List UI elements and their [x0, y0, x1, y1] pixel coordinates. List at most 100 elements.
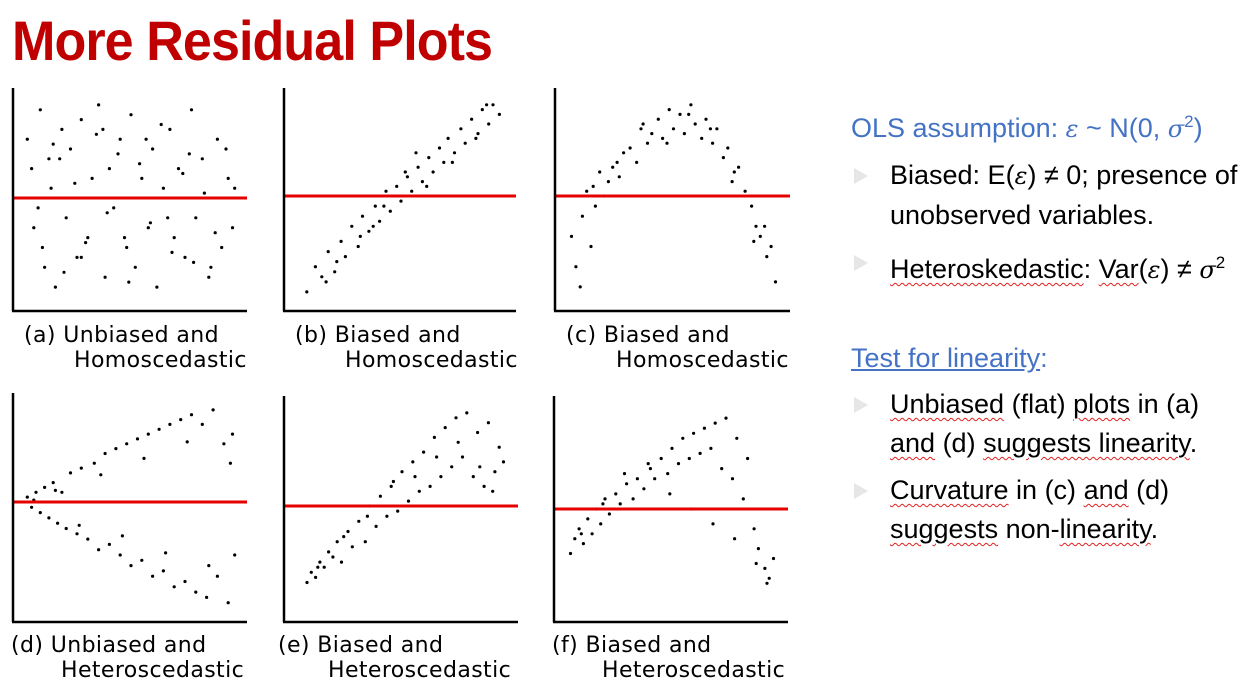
data-point — [363, 540, 367, 544]
data-point — [771, 556, 776, 561]
caption-d: (d) Unbiased and Heteroscedastic — [11, 633, 244, 683]
data-point — [224, 147, 228, 151]
data-point — [589, 244, 593, 249]
scatter-panel-b — [282, 88, 516, 313]
data-point — [661, 136, 665, 140]
data-point — [107, 167, 111, 171]
b4-w5: suggests — [890, 514, 999, 544]
data-point — [406, 499, 411, 503]
data-point — [422, 450, 426, 454]
data-point — [700, 136, 704, 140]
data-point — [667, 108, 671, 112]
data-point — [735, 436, 739, 440]
data-point — [230, 226, 235, 230]
data-point — [60, 127, 64, 131]
data-point — [168, 422, 172, 426]
data-point — [62, 270, 66, 274]
data-point — [763, 566, 767, 571]
data-point — [750, 204, 754, 208]
data-point — [754, 224, 758, 228]
data-point — [724, 416, 728, 420]
notes-panel: OLS assumption: ε ~ N(0, σ2) Biased: E(ε… — [851, 100, 1246, 557]
data-point — [580, 214, 585, 218]
data-point — [474, 136, 478, 140]
data-point — [51, 142, 55, 146]
data-point — [140, 558, 144, 562]
caption-f: (f) Biased and Heteroscedastic — [552, 633, 785, 683]
data-point — [320, 275, 324, 279]
data-point — [226, 601, 230, 605]
data-point — [733, 537, 737, 541]
data-point — [603, 497, 607, 501]
data-point — [350, 545, 354, 549]
data-point — [650, 132, 654, 136]
data-point — [127, 280, 131, 284]
data-point — [591, 184, 595, 188]
data-point — [617, 175, 621, 179]
b2-open: ( — [1138, 254, 1148, 284]
data-point — [431, 170, 435, 174]
caption-c: (c) Biased and Homoscedastic — [566, 323, 789, 373]
data-point — [396, 509, 400, 513]
caption-d-line2: Heteroscedastic — [61, 658, 245, 683]
data-point — [713, 421, 717, 425]
data-point — [478, 465, 482, 469]
b3-w2: (flat) — [1004, 389, 1074, 419]
data-point — [389, 484, 393, 488]
data-point — [133, 265, 137, 269]
data-point — [692, 431, 696, 435]
data-point — [151, 574, 155, 578]
data-point — [385, 514, 389, 518]
data-point — [670, 446, 674, 450]
data-point — [228, 461, 232, 465]
data-point — [646, 462, 650, 466]
epsilon-symbol: ε — [1147, 256, 1161, 284]
data-point — [641, 122, 645, 126]
data-point — [342, 535, 346, 539]
data-point — [416, 165, 420, 169]
test-for-linearity-link[interactable]: Test for linearity — [851, 343, 1041, 373]
data-point — [326, 250, 330, 254]
data-point — [51, 481, 55, 485]
data-point — [593, 204, 598, 208]
superscript: 2 — [1215, 253, 1226, 272]
data-point — [586, 517, 590, 521]
bullet-biased: Biased: E(ε) ≠ 0; presence of unobserved… — [851, 156, 1246, 235]
data-point — [194, 216, 198, 220]
data-point — [450, 465, 454, 469]
data-point — [47, 157, 51, 161]
data-point — [681, 436, 685, 440]
page-title: More Residual Plots — [12, 9, 493, 72]
data-point — [635, 477, 640, 481]
data-point — [43, 485, 47, 489]
data-point — [179, 418, 183, 422]
data-point — [200, 422, 204, 426]
data-point — [452, 151, 457, 155]
b4-w1: Curvature — [890, 475, 1009, 505]
data-point — [25, 137, 29, 141]
data-point — [373, 204, 377, 208]
b4-w4: (d) — [1128, 475, 1170, 505]
data-point — [305, 290, 309, 294]
data-point — [183, 255, 187, 259]
data-point — [493, 470, 497, 474]
data-point — [773, 280, 778, 284]
data-point — [665, 141, 669, 145]
data-point — [708, 127, 713, 131]
data-point — [758, 234, 762, 238]
data-point — [309, 570, 313, 574]
data-point — [38, 510, 42, 515]
data-point — [585, 189, 589, 193]
b3-w6: (d) — [935, 428, 984, 458]
data-point — [118, 137, 122, 141]
data-point — [642, 487, 646, 491]
b3-w4: in (a) — [1130, 389, 1200, 419]
data-point — [767, 576, 771, 580]
data-point — [374, 524, 378, 529]
data-point — [166, 216, 170, 220]
data-point — [639, 127, 643, 131]
data-point — [49, 186, 53, 190]
data-point — [763, 224, 767, 228]
data-point — [168, 127, 172, 131]
data-point — [411, 460, 415, 464]
